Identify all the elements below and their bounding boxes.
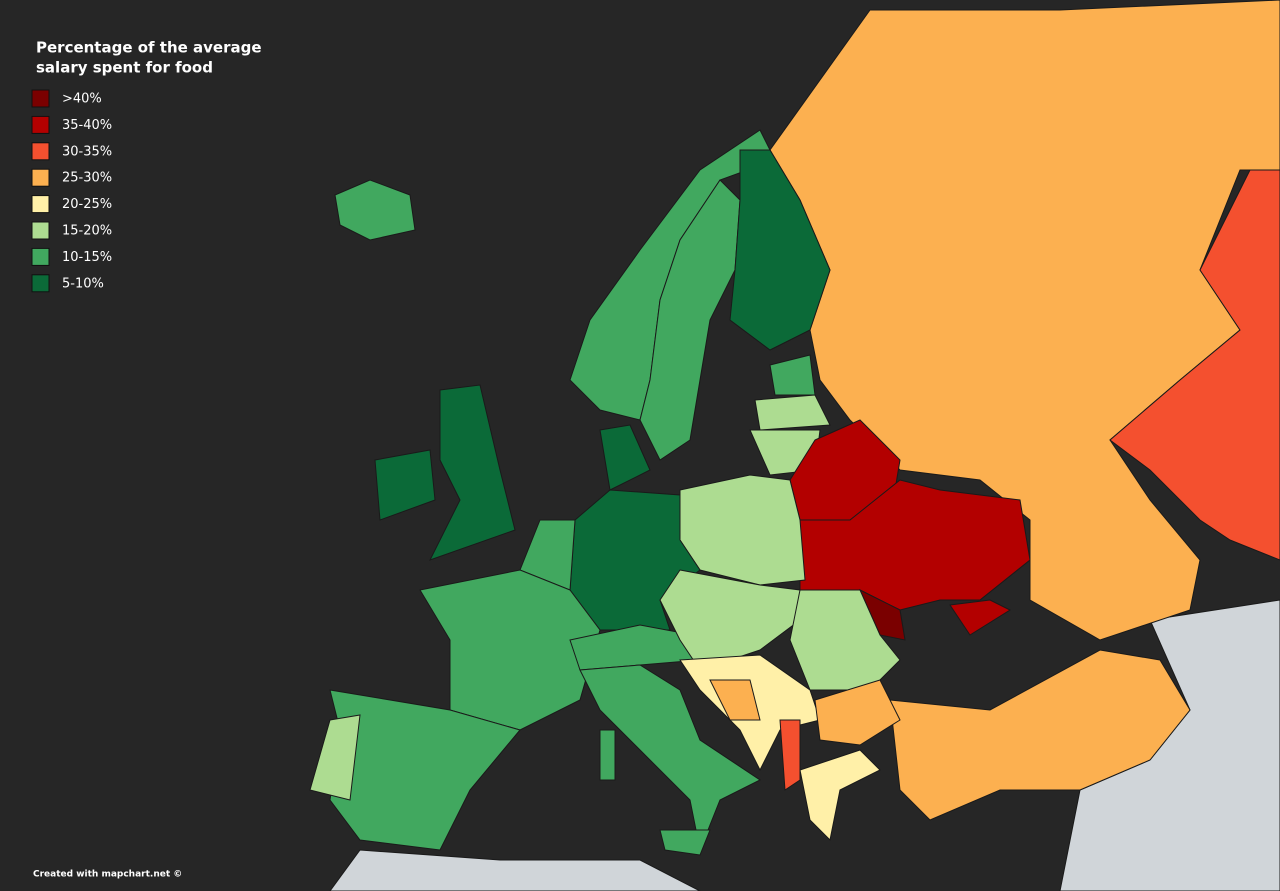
region <box>789 589 901 691</box>
region <box>334 179 416 241</box>
legend-swatch <box>31 168 50 187</box>
region <box>639 179 741 461</box>
region <box>709 679 761 721</box>
legend-label: 35-40% <box>62 118 112 133</box>
region <box>599 729 616 781</box>
region <box>309 714 361 801</box>
legend-swatch <box>31 89 50 108</box>
region <box>769 0 1280 641</box>
legend-label: >40% <box>62 92 102 107</box>
region <box>419 569 601 731</box>
region <box>799 749 881 842</box>
region <box>428 384 516 561</box>
region <box>659 829 711 856</box>
legend-label: 30-35% <box>62 144 112 159</box>
region <box>599 424 651 491</box>
region <box>374 449 436 521</box>
legend-title: Percentage of the average <box>36 39 262 57</box>
other-land <box>329 849 701 891</box>
region <box>949 599 1012 636</box>
legend-title: salary spent for food <box>36 59 213 77</box>
legend-label: 25-30% <box>62 171 112 186</box>
footer: Created with mapchart.net © <box>33 870 182 880</box>
legend-swatch <box>31 115 50 134</box>
region <box>1109 169 1280 561</box>
legend-label: 20-25% <box>62 197 112 212</box>
region <box>659 569 801 671</box>
region <box>729 149 831 351</box>
region <box>754 394 831 431</box>
region <box>779 719 801 791</box>
legend-swatch <box>31 142 50 161</box>
legend-label: 10-15% <box>62 250 112 265</box>
region <box>579 664 761 852</box>
legend-swatch <box>31 195 50 214</box>
legend-swatch <box>31 221 50 240</box>
legend-label: 5-10% <box>62 276 104 291</box>
region <box>814 679 901 746</box>
legend-swatch <box>31 274 50 293</box>
region <box>889 649 1191 821</box>
legend-swatch <box>31 247 50 266</box>
legend-label: 15-20% <box>62 224 112 239</box>
